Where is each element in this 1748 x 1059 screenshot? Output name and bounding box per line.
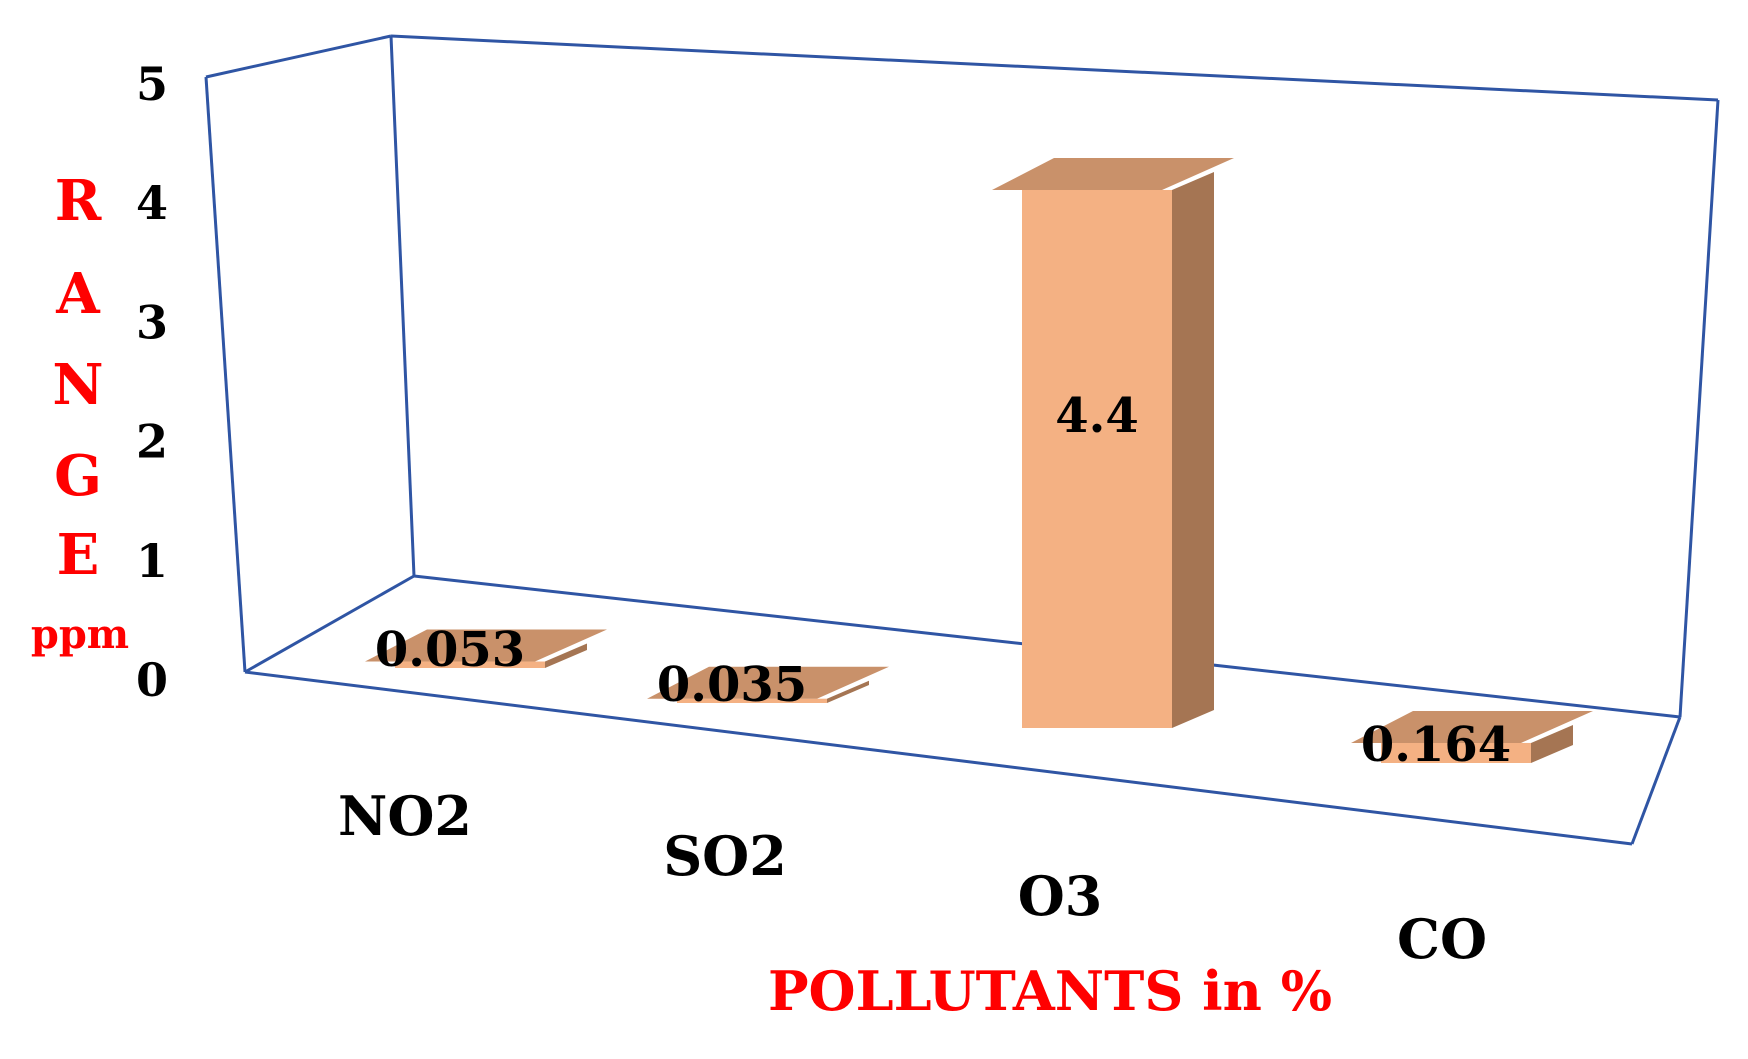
- y-tick-label: 5: [136, 57, 168, 111]
- data-label: 0.164: [1361, 717, 1511, 773]
- y-tick-label: 1: [136, 534, 168, 588]
- data-label: 0.035: [657, 657, 807, 713]
- y-label-letter: E: [57, 522, 100, 588]
- right-floor-edge: [1630, 716, 1682, 845]
- bar-front: [1022, 190, 1172, 728]
- category-label: CO: [1397, 907, 1487, 971]
- bar-co: 0.164: [1351, 710, 1593, 773]
- y-label-letter: R: [55, 168, 102, 234]
- y-label-letter: A: [55, 261, 101, 327]
- plot-frame: [204, 34, 1720, 846]
- data-label: 0.053: [375, 622, 525, 678]
- bar-side: [545, 643, 587, 668]
- category-label: O3: [1018, 864, 1103, 928]
- back-top-edge: [390, 34, 1719, 102]
- bar-top: [1351, 710, 1593, 743]
- y-tick-label: 0: [136, 653, 168, 707]
- bar-so2: 0.035: [647, 657, 889, 713]
- left-front-edge: [204, 76, 247, 673]
- y-label-letter: N: [52, 352, 103, 418]
- y-axis-ticks: 0 1 2 3 4 5: [136, 57, 168, 707]
- data-label: 4.4: [1055, 388, 1139, 444]
- category-label: NO2: [338, 784, 472, 848]
- left-top-edge: [205, 34, 392, 79]
- bar-side: [1531, 724, 1573, 763]
- y-tick-label: 3: [136, 295, 168, 349]
- bar-top: [992, 158, 1234, 190]
- bar-side: [827, 680, 869, 703]
- y-tick-label: 4: [136, 176, 168, 230]
- front-floor-edge: [244, 670, 1633, 846]
- bar-front: [677, 698, 827, 703]
- bar-top: [365, 629, 607, 662]
- back-left-edge: [389, 35, 416, 577]
- x-axis-categories: NO2 SO2 O3 CO: [338, 784, 1487, 971]
- y-label-unit: ppm: [31, 611, 129, 658]
- y-label-letter: G: [54, 443, 102, 509]
- y-tick-label: 2: [136, 415, 168, 469]
- bar-o3: 4.4: [992, 158, 1234, 728]
- bar-front: [1381, 742, 1531, 763]
- bars: 0.053 0.035 4.4 0.164: [365, 158, 1593, 773]
- back-right-edge: [1678, 99, 1720, 718]
- bar-side: [1172, 172, 1214, 728]
- left-floor-edge: [244, 574, 415, 674]
- bar-top: [647, 666, 889, 699]
- category-label: SO2: [663, 824, 787, 888]
- bar-front: [395, 661, 545, 668]
- x-axis-label: POLLUTANTS in %: [768, 959, 1332, 1023]
- bar-no2: 0.053: [365, 622, 607, 678]
